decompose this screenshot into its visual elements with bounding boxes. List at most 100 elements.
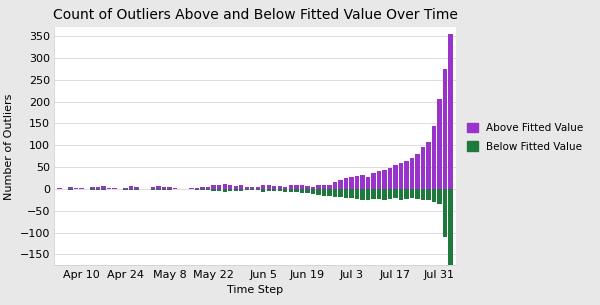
Bar xyxy=(382,170,386,189)
Bar xyxy=(63,188,67,189)
Bar xyxy=(157,186,161,189)
Bar xyxy=(266,185,271,189)
Bar xyxy=(332,182,337,189)
Bar xyxy=(266,189,271,191)
Bar xyxy=(223,184,227,189)
Bar xyxy=(410,158,414,189)
Bar xyxy=(261,189,265,192)
Bar xyxy=(437,189,442,204)
Bar xyxy=(250,187,254,189)
Bar xyxy=(349,177,353,189)
Bar xyxy=(443,69,447,189)
Bar xyxy=(124,188,128,189)
Bar xyxy=(91,189,95,190)
Bar xyxy=(112,188,117,189)
Bar xyxy=(101,189,106,190)
Bar xyxy=(338,180,343,189)
Bar xyxy=(217,189,221,191)
Bar xyxy=(245,187,249,189)
Bar xyxy=(289,189,293,192)
Bar xyxy=(233,186,238,189)
Bar xyxy=(228,185,232,189)
Bar xyxy=(206,187,211,189)
Bar xyxy=(173,188,178,189)
Bar xyxy=(195,189,199,190)
Bar xyxy=(140,188,145,189)
Bar xyxy=(299,189,304,193)
Bar xyxy=(68,189,73,190)
Bar xyxy=(195,188,199,189)
Bar xyxy=(96,187,100,189)
Bar xyxy=(327,185,332,189)
Bar xyxy=(360,189,365,200)
Bar xyxy=(129,186,133,189)
Y-axis label: Number of Outliers: Number of Outliers xyxy=(4,93,14,199)
Legend: Above Fitted Value, Below Fitted Value: Above Fitted Value, Below Fitted Value xyxy=(467,123,583,152)
Bar xyxy=(272,186,277,189)
Bar xyxy=(178,188,183,189)
Bar xyxy=(129,189,133,190)
Bar xyxy=(365,189,370,200)
Bar xyxy=(162,189,166,190)
Bar xyxy=(299,185,304,189)
Bar xyxy=(322,185,326,189)
Bar xyxy=(283,187,287,189)
Bar xyxy=(145,188,150,189)
Bar xyxy=(382,189,386,200)
Bar xyxy=(355,189,359,199)
Bar xyxy=(151,189,155,190)
Bar xyxy=(311,187,315,189)
Bar xyxy=(261,185,265,189)
Bar xyxy=(289,185,293,189)
Bar xyxy=(421,189,425,200)
Bar xyxy=(404,161,409,189)
Bar xyxy=(360,175,365,189)
Bar xyxy=(338,189,343,197)
Bar xyxy=(211,189,216,191)
Bar xyxy=(415,154,419,189)
Bar xyxy=(91,187,95,189)
Bar xyxy=(410,189,414,198)
Bar xyxy=(448,189,452,267)
Bar xyxy=(58,188,62,189)
Bar xyxy=(365,177,370,189)
Bar xyxy=(311,189,315,194)
Bar xyxy=(305,189,310,193)
Bar xyxy=(256,189,260,190)
Bar xyxy=(239,185,244,189)
Bar xyxy=(426,189,431,200)
X-axis label: Time Step: Time Step xyxy=(227,285,283,295)
Bar xyxy=(399,163,403,189)
Bar xyxy=(393,189,398,198)
Bar xyxy=(355,176,359,189)
Bar xyxy=(344,178,348,189)
Bar xyxy=(85,188,89,189)
Bar xyxy=(443,189,447,237)
Bar xyxy=(399,189,403,200)
Bar xyxy=(162,187,166,189)
Bar xyxy=(421,148,425,189)
Bar xyxy=(448,34,452,189)
Bar xyxy=(432,189,436,202)
Bar xyxy=(190,188,194,189)
Bar xyxy=(223,189,227,192)
Bar xyxy=(245,189,249,190)
Bar xyxy=(327,189,332,196)
Bar xyxy=(388,168,392,189)
Bar xyxy=(377,171,381,189)
Bar xyxy=(432,126,436,189)
Bar xyxy=(184,188,188,189)
Bar xyxy=(217,185,221,189)
Bar xyxy=(211,185,216,189)
Bar xyxy=(157,189,161,190)
Title: Count of Outliers Above and Below Fitted Value Over Time: Count of Outliers Above and Below Fitted… xyxy=(53,8,457,22)
Bar xyxy=(388,189,392,199)
Bar xyxy=(404,189,409,199)
Bar xyxy=(377,189,381,199)
Bar xyxy=(79,188,84,189)
Bar xyxy=(393,165,398,189)
Bar xyxy=(371,173,376,189)
Bar xyxy=(437,99,442,189)
Bar xyxy=(371,189,376,199)
Bar xyxy=(74,188,78,189)
